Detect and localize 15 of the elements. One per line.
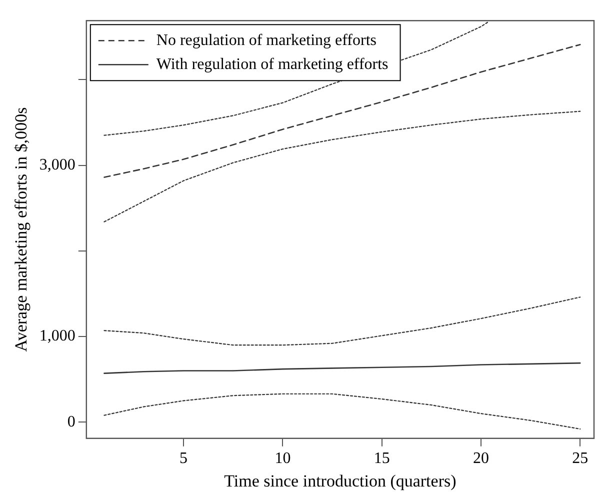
x-axis-title: Time since introduction (quarters) [224,471,456,490]
legend-label: With regulation of marketing efforts [156,56,388,73]
y-axis-title: Average marketing efforts in $,000s [12,107,31,352]
x-tick-label: 20 [472,450,489,468]
x-tick-label: 5 [180,450,188,468]
line-series [104,296,581,346]
y-tick-label: 3,000 [39,156,76,174]
line-series [104,393,581,430]
x-tick-label: 10 [274,450,291,468]
x-tick-label: 15 [374,450,390,468]
x-tick-label: 25 [572,450,588,468]
y-tick-label: 1,000 [39,328,76,345]
line-series [104,110,581,222]
legend-label: No regulation of marketing efforts [156,32,376,49]
y-tick-label: 0 [67,413,76,430]
